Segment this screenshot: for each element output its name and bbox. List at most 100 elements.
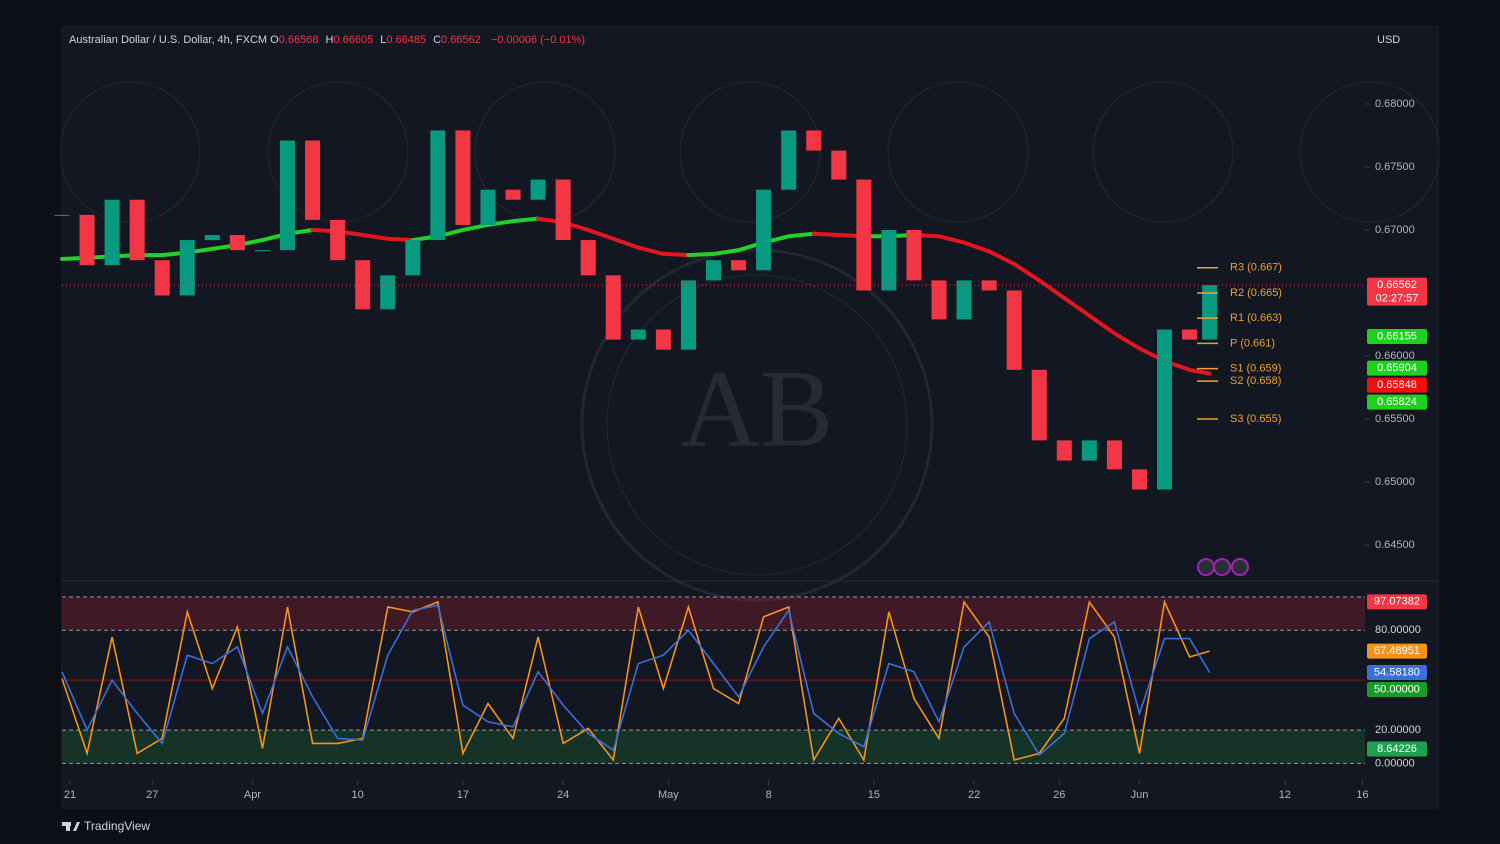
y-tick-label: 0.66000 [1375, 350, 1415, 362]
x-tick-label: 22 [968, 789, 980, 801]
price-badge [1367, 394, 1427, 410]
candle [280, 140, 296, 251]
price-badge [1367, 277, 1427, 306]
candle [179, 240, 195, 296]
candle [455, 130, 471, 225]
candle [1157, 329, 1173, 490]
price-badge-label: 97.07382 [1374, 596, 1420, 608]
y-tick-label: 0.00000 [1375, 757, 1415, 769]
watermark-circle [887, 81, 1029, 223]
x-tick-label: 17 [457, 789, 469, 801]
moving-average [511, 216, 541, 224]
y-tick-label: 0.68000 [1375, 98, 1415, 110]
candle [1006, 290, 1022, 370]
x-tick-label: 12 [1279, 789, 1291, 801]
price-badge-label: 54.58180 [1374, 666, 1420, 678]
moving-average [1187, 367, 1212, 376]
candle [1131, 469, 1147, 490]
pivot-label: P (0.661) [1230, 337, 1275, 349]
candle [204, 235, 220, 241]
candle [931, 280, 947, 320]
event-icon[interactable] [1197, 558, 1215, 576]
candle [655, 329, 671, 350]
moving-average [360, 233, 390, 241]
candle [680, 280, 696, 350]
ohlc-value: 0.66568 [278, 34, 319, 46]
ohlc: O0.66568 H0.66605 L0.66485 C0.66562 [270, 34, 488, 46]
watermark-text: AB [681, 347, 834, 469]
candle [54, 214, 70, 216]
moving-average [686, 251, 716, 258]
candle [254, 250, 270, 252]
moving-average [962, 240, 992, 254]
y-tick-label: 0.67000 [1375, 224, 1415, 236]
candle [380, 275, 396, 310]
price-badge [1367, 377, 1427, 393]
watermark-circle [1092, 81, 1234, 223]
moving-average [1062, 296, 1092, 318]
brand: TradingView [84, 819, 150, 833]
candle [856, 179, 872, 291]
change: −0.00006 (−0.01%) [490, 34, 586, 46]
candle [580, 240, 596, 276]
candle [505, 189, 521, 200]
candle [605, 275, 621, 340]
moving-average [611, 236, 641, 250]
candle [781, 130, 797, 190]
candle [1106, 440, 1122, 470]
candle [981, 280, 997, 291]
oscillator-line [61, 599, 1210, 763]
y-tick-label: 0.65000 [1375, 476, 1415, 488]
ohlc-key: L [380, 34, 387, 46]
y-tick-label: 80.00000 [1375, 624, 1421, 636]
pivot-label: R3 (0.667) [1230, 262, 1282, 274]
price-badge-label: 0.66562 [1377, 279, 1417, 291]
x-tick-label: 16 [1356, 789, 1368, 801]
legend-header: Australian Dollar / U.S. Dollar, 4h, FXC… [69, 34, 592, 46]
y-tick-label: 20.00000 [1375, 724, 1421, 736]
x-tick-label: Jun [1131, 789, 1149, 801]
candle [906, 229, 922, 281]
moving-average [811, 231, 841, 238]
candle [1202, 285, 1218, 340]
event-icons [1197, 558, 1249, 576]
candle [330, 219, 346, 261]
x-tick-label: 24 [557, 789, 569, 801]
pivot-label: S2 (0.658) [1230, 375, 1281, 387]
moving-average [786, 231, 816, 239]
candle [806, 130, 822, 151]
moving-average [987, 249, 1017, 266]
candle [480, 189, 496, 225]
watermark-circle [679, 81, 821, 223]
price-badge-label: 67.48951 [1374, 645, 1420, 657]
band [62, 596, 1365, 631]
event-icon[interactable] [1213, 558, 1231, 576]
moving-average [711, 248, 741, 256]
moving-average [636, 245, 666, 256]
moving-average [460, 222, 490, 232]
ohlc-value: 0.66562 [441, 34, 481, 46]
x-tick-label: 10 [352, 789, 364, 801]
watermark-circle [606, 274, 908, 576]
price-badge [1367, 682, 1427, 698]
pivot-label: S1 (0.659) [1230, 362, 1281, 374]
moving-average [1012, 261, 1042, 283]
candle [104, 199, 120, 266]
x-tick-label: May [658, 789, 679, 801]
event-icon[interactable] [1231, 558, 1249, 576]
candle [1182, 329, 1198, 340]
currency: USD [1377, 34, 1400, 46]
x-tick-label: 26 [1053, 789, 1065, 801]
y-tick-label: 0.67500 [1375, 161, 1415, 173]
price-badge-label: 0.65904 [1377, 362, 1417, 374]
price-badge-label: 50.00000 [1374, 683, 1420, 695]
brand-logo [62, 822, 80, 831]
candle [705, 260, 722, 281]
pivot-label: R1 (0.663) [1230, 312, 1282, 324]
candle [1081, 440, 1097, 461]
ohlc-key: O [270, 34, 279, 46]
moving-average [1037, 278, 1067, 301]
watermark-circle [1299, 81, 1441, 223]
price-badge-label: 0.65848 [1377, 379, 1417, 391]
